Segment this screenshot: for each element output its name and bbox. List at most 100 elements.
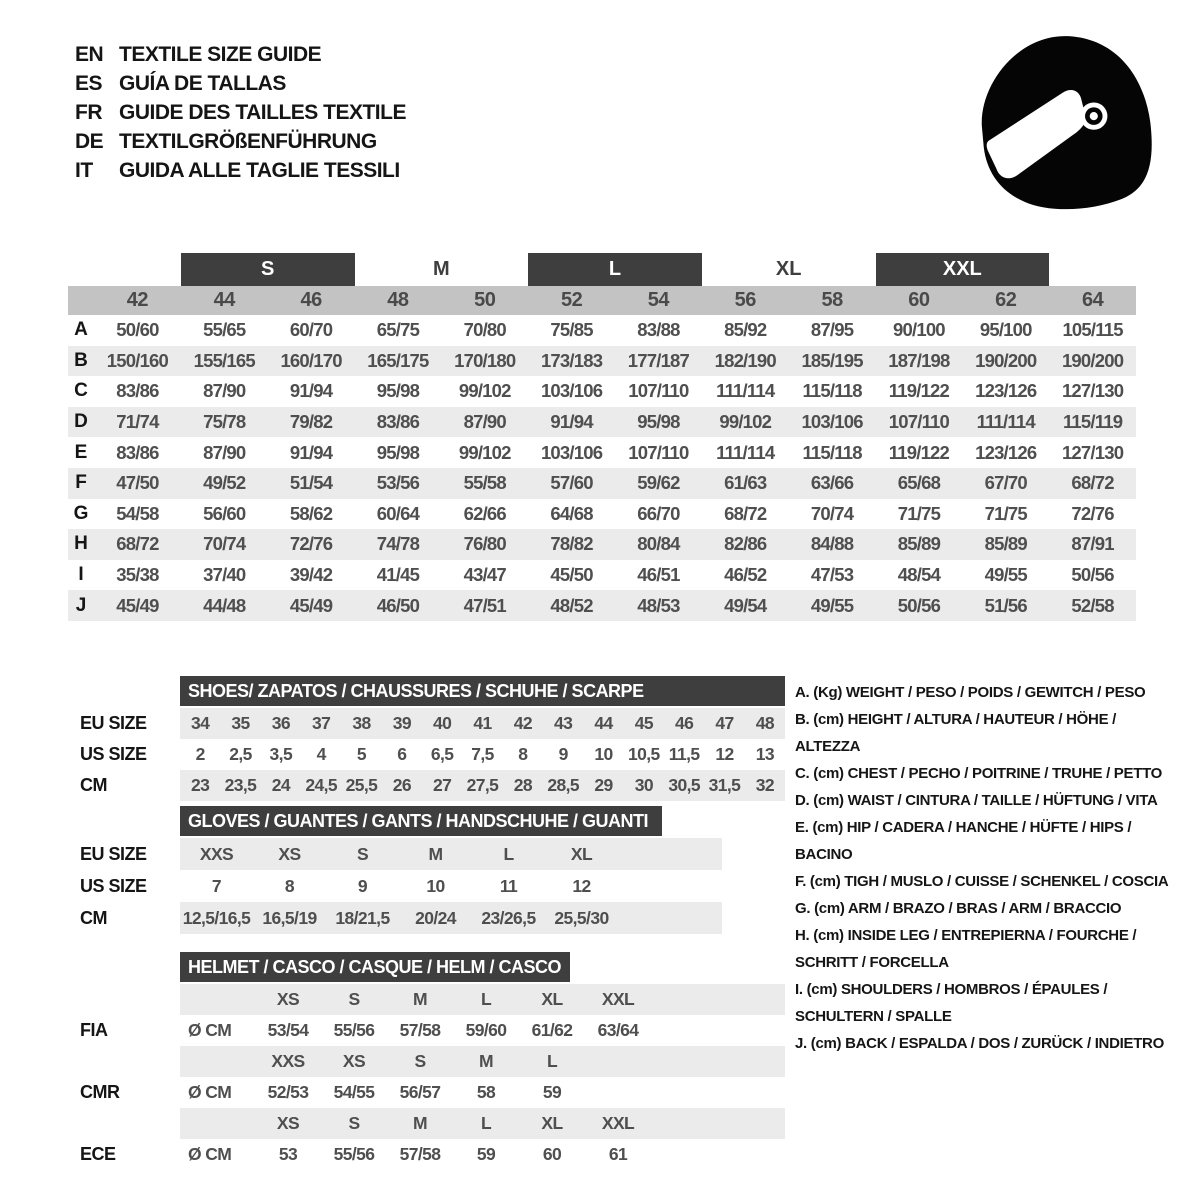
table-cell: 87/95 xyxy=(810,319,854,341)
shoes-cell: 38 xyxy=(352,713,371,733)
row-letter: I xyxy=(78,564,84,586)
row-letter: D xyxy=(74,411,88,433)
language-code: ES xyxy=(75,71,103,95)
table-cell: 177/187 xyxy=(627,349,690,371)
table-cell: 119/122 xyxy=(888,441,950,463)
table-cell: 123/126 xyxy=(975,441,1037,463)
table-cell: 49/52 xyxy=(203,472,246,494)
shoes-cell: 42 xyxy=(513,713,533,733)
helmet-standard-label: FIA xyxy=(80,1020,108,1040)
table-cell: 87/90 xyxy=(203,380,246,402)
racing-helmet-icon xyxy=(981,36,1152,210)
shoes-size-table: SHOES/ ZAPATOS / CHAUSSURES / SCHUHE / S… xyxy=(80,676,785,801)
table-cell: 83/86 xyxy=(116,380,159,402)
gloves-cell: 25,5/30 xyxy=(554,907,609,928)
helmet-row: XS S M L XL XXL xyxy=(80,1108,785,1139)
table-cell: 75/85 xyxy=(550,319,593,341)
table-cell: 45/49 xyxy=(289,594,333,616)
table-cell: 87/90 xyxy=(203,441,246,463)
size-number: 50 xyxy=(474,289,496,311)
table-cell: 51/54 xyxy=(289,472,333,494)
table-cell: 87/90 xyxy=(463,411,507,433)
size-band-l: L xyxy=(528,253,702,286)
table-cell: 52/58 xyxy=(1071,594,1114,616)
table-cell: 123/126 xyxy=(975,380,1037,402)
helmet-cell: L xyxy=(480,989,492,1009)
shoes-cell: 27,5 xyxy=(466,775,499,795)
gloves-row-label: CM xyxy=(80,907,108,928)
table-cell: 91/94 xyxy=(550,411,593,433)
table-cell: 99/102 xyxy=(458,380,512,402)
legend-item: C. (cm) CHEST / PECHO / POITRINE / TRUHE… xyxy=(795,765,1163,782)
table-cell: 91/94 xyxy=(289,441,333,463)
size-number: 56 xyxy=(734,289,757,311)
size-number: 48 xyxy=(387,289,409,311)
table-cell: 83/86 xyxy=(116,441,159,463)
corner-cell xyxy=(68,286,94,315)
legend-item: D. (cm) WAIST / CINTURA / TAILLE / HÜFTU… xyxy=(795,792,1158,809)
table-cell: 47/51 xyxy=(463,594,507,616)
table-cell: 39/42 xyxy=(289,564,333,586)
shoes-cell: 29 xyxy=(594,775,613,795)
table-cell: 84/88 xyxy=(810,533,854,555)
guide-title: GUIDE DES TAILLES TEXTILE xyxy=(119,100,406,124)
row-letter: E xyxy=(74,441,88,463)
gloves-table-title: GLOVES / GUANTES / GANTS / HANDSCHUHE / … xyxy=(180,806,662,836)
table-cell: 54/58 xyxy=(116,502,159,524)
table-cell: 90/100 xyxy=(893,319,946,341)
shoes-cell: 30,5 xyxy=(668,775,700,795)
helmet-cell: 55/56 xyxy=(333,1020,375,1040)
shoes-cell: 23,5 xyxy=(224,775,257,795)
table-cell: 91/94 xyxy=(289,380,333,402)
helmet-row: FIA Ø CM 53/54 55/56 57/58 59/60 61/62 63/64 xyxy=(80,1015,785,1046)
row-letter: G xyxy=(73,502,89,524)
table-cell: 63/66 xyxy=(810,472,854,494)
table-cell: 99/102 xyxy=(458,441,512,463)
language-row: IT GUIDA ALLE TAGLIE TESSILI xyxy=(75,156,406,185)
table-cell: 71/74 xyxy=(116,411,159,433)
gloves-cell: XXS xyxy=(199,843,234,864)
table-cell: 55/58 xyxy=(463,472,507,494)
table-cell: 50/56 xyxy=(897,594,941,616)
shoes-cell: 13 xyxy=(755,744,775,764)
shoes-cell: 32 xyxy=(755,775,775,795)
table-cell: 85/92 xyxy=(724,319,767,341)
table-row: E 83/86 87/90 91/94 95/98 99/102 103/106 107/11… xyxy=(68,437,1136,468)
table-cell: 44/48 xyxy=(203,594,246,616)
gloves-cell: 12,5/16,5 xyxy=(182,907,251,928)
table-row: J 45/49 44/48 45/49 46/50 47/51 48/52 48/53 49/5… xyxy=(68,590,1136,621)
table-cell: 111/114 xyxy=(976,411,1036,433)
shoes-cells: 2 2,5 3,5 4 5 6 6,5 7,5 8 9 10 10,5 11,5 12 13 xyxy=(180,739,785,770)
table-cell: 55/65 xyxy=(203,319,246,341)
table-cell: 49/55 xyxy=(984,564,1028,586)
guide-title: TEXTILE SIZE GUIDE xyxy=(119,42,322,66)
helmet-cell: 57/58 xyxy=(399,1020,441,1040)
shoes-cell: 6,5 xyxy=(430,744,454,764)
table-cell: 103/106 xyxy=(801,411,863,433)
size-number: 42 xyxy=(126,289,149,311)
guide-title: TEXTILGRÖßENFÜHRUNG xyxy=(119,129,377,153)
gloves-cell: 10 xyxy=(426,875,445,896)
table-cell: 57/60 xyxy=(550,472,593,494)
helmet-cells: XS S M L XL XXL xyxy=(180,984,785,1015)
table-cell: 111/114 xyxy=(716,441,775,463)
gloves-row: EU SIZE XXS XS S M L XL xyxy=(80,838,722,870)
table-cell: 165/175 xyxy=(367,349,429,371)
helmet-unit-label xyxy=(180,1046,255,1077)
shoes-cell: 9 xyxy=(558,744,569,764)
row-letter: H xyxy=(74,533,88,555)
table-cell: 115/119 xyxy=(1062,411,1123,433)
table-row: I 35/38 37/40 39/42 41/45 43/47 45/50 46/51 46/5… xyxy=(68,560,1136,591)
helmet-cell: M xyxy=(479,1051,494,1071)
row-letter: F xyxy=(75,472,87,494)
shoes-cell: 25,5 xyxy=(345,775,378,795)
table-row: B 150/160 155/165 160/170 165/175 170/180 173/… xyxy=(68,345,1136,377)
helmet-cells: Ø CM 53/54 55/56 57/58 59/60 61/62 63/64 xyxy=(180,1015,785,1046)
shoes-row: EU SIZE 34 35 36 37 38 39 40 41 42 43 44 45 46 47 48 xyxy=(80,708,785,739)
shoes-cell: 28 xyxy=(513,775,533,795)
table-cell: 95/98 xyxy=(376,441,420,463)
legend-item: H. (cm) INSIDE LEG / ENTREPIERNA / FOURC… xyxy=(795,927,1137,971)
helmet-cell: S xyxy=(348,989,360,1009)
helmet-cell: L xyxy=(546,1051,558,1071)
